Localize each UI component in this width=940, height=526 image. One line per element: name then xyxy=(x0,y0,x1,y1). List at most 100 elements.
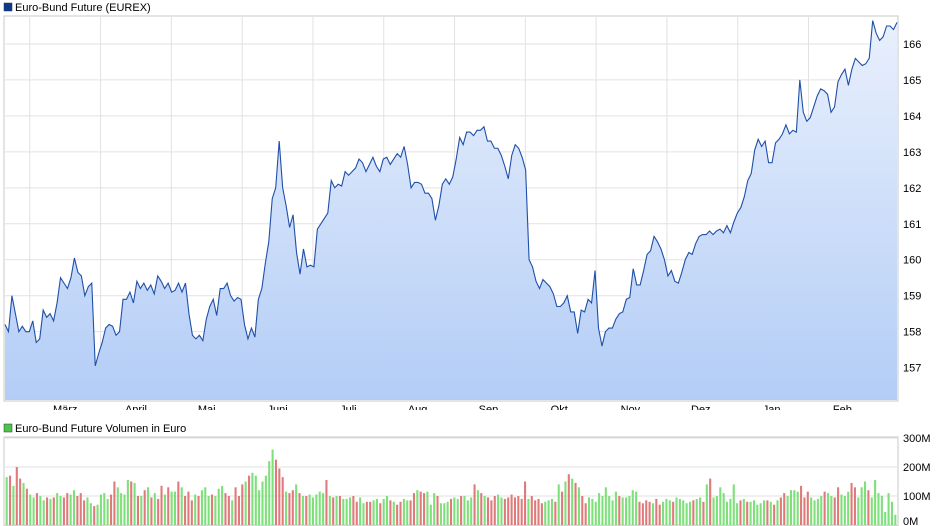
volume-bar xyxy=(847,491,850,525)
price-x-tick-label: Feb. xyxy=(833,404,855,410)
volume-legend-label: Euro-Bund Future Volumen in Euro xyxy=(15,423,186,435)
volume-bar xyxy=(93,506,96,525)
volume-bar xyxy=(719,487,722,525)
volume-bar xyxy=(635,491,638,525)
volume-bar xyxy=(665,498,668,525)
volume-bar xyxy=(365,501,368,525)
volume-bar xyxy=(200,490,203,525)
volume-bar xyxy=(103,493,106,525)
volume-bar xyxy=(372,500,375,525)
volume-bar xyxy=(537,498,540,525)
volume-bar xyxy=(850,482,853,525)
volume-bar xyxy=(759,503,762,525)
volume-bar xyxy=(608,496,611,525)
volume-bar xyxy=(490,500,493,525)
volume-bar xyxy=(305,496,308,525)
price-y-tick-label: 162 xyxy=(903,183,921,195)
volume-bar xyxy=(729,498,732,525)
volume-bar xyxy=(840,494,843,525)
volume-bar xyxy=(15,467,18,525)
volume-bar xyxy=(62,497,65,525)
volume-bar xyxy=(96,504,99,525)
volume-bar xyxy=(460,496,463,525)
volume-bar xyxy=(611,500,614,525)
volume-bar xyxy=(574,482,577,525)
volume-bar xyxy=(699,497,702,525)
volume-bar xyxy=(510,494,513,525)
volume-y-tick-label: 300M xyxy=(903,433,931,445)
volume-bar xyxy=(493,496,496,525)
volume-bar xyxy=(19,478,22,525)
volume-bar xyxy=(655,498,658,525)
volume-bar xyxy=(140,496,143,525)
volume-bar xyxy=(406,500,409,525)
volume-bar xyxy=(682,500,685,525)
volume-bar xyxy=(584,503,587,525)
volume-bar xyxy=(618,496,621,525)
volume-bar xyxy=(577,487,580,525)
price-y-tick-label: 160 xyxy=(903,255,921,267)
volume-bar xyxy=(826,493,830,525)
volume-bar xyxy=(355,501,358,525)
volume-bar xyxy=(547,500,550,525)
volume-bar xyxy=(35,493,39,525)
volume-bar xyxy=(32,497,35,525)
volume-bar xyxy=(486,497,490,525)
volume-bar xyxy=(426,491,429,525)
volume-bar xyxy=(258,490,261,525)
volume-bar xyxy=(813,500,816,525)
volume-bar xyxy=(221,485,224,525)
volume-bar xyxy=(833,497,836,525)
volume-bar xyxy=(39,496,42,525)
volume-bar xyxy=(863,481,867,525)
volume-bar xyxy=(184,496,187,525)
volume-bar xyxy=(890,501,893,525)
volume-bar xyxy=(79,493,82,525)
volume-bar xyxy=(446,501,449,525)
volume-bar xyxy=(123,494,126,525)
volume-bar xyxy=(820,496,823,525)
price-x-tick-label: Juni xyxy=(267,404,287,410)
volume-bar xyxy=(456,498,459,525)
volume-bar xyxy=(678,498,681,525)
volume-bar xyxy=(197,496,200,525)
volume-y-ticks: 0M 100M 200M 300M xyxy=(903,433,931,526)
price-y-tick-label: 165 xyxy=(903,75,921,87)
volume-bar xyxy=(786,496,789,525)
price-legend-swatch xyxy=(3,2,13,12)
volume-bar xyxy=(433,493,436,525)
volume-bar xyxy=(254,475,257,525)
volume-bar xyxy=(86,497,89,525)
volume-bar xyxy=(69,494,72,525)
volume-bar xyxy=(163,494,166,525)
volume-bar xyxy=(332,497,335,525)
volume-bar xyxy=(369,501,372,525)
volume-bar xyxy=(796,491,799,525)
volume-bar xyxy=(470,497,473,525)
volume-bar xyxy=(520,498,523,525)
price-x-tick-label: Nov. xyxy=(621,404,643,410)
volume-bar xyxy=(214,496,217,525)
volume-bar xyxy=(315,494,318,525)
volume-bar xyxy=(328,496,331,525)
volume-bar xyxy=(662,501,665,525)
volume-bar xyxy=(816,498,819,525)
volume-bar xyxy=(295,484,298,525)
volume-bar xyxy=(894,514,897,525)
price-y-ticks: 157 158 159 160 161 162 163 164 165 166 xyxy=(903,39,921,375)
volume-bar xyxy=(29,494,32,525)
volume-bar xyxy=(789,490,793,525)
price-x-tick-label: Jan. xyxy=(763,404,784,410)
volume-bar xyxy=(473,484,476,525)
price-x-tick-label: Mai xyxy=(198,404,216,410)
volume-bar xyxy=(870,497,873,525)
volume-bar xyxy=(773,504,776,525)
volume-bar xyxy=(157,498,160,525)
volume-bar xyxy=(688,501,692,525)
volume-bar xyxy=(285,491,288,525)
volume-bar xyxy=(837,487,840,525)
volume-bar xyxy=(66,493,69,525)
volume-bar xyxy=(692,500,695,525)
volume-bar xyxy=(571,478,574,525)
volume-bar xyxy=(359,497,362,525)
